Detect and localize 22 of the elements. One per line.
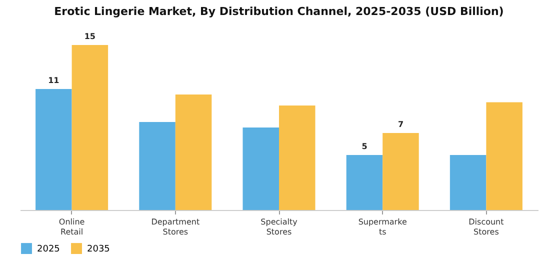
chart-title: Erotic Lingerie Market, By Distribution Channel, 2025-2035 (USD Billion): [54, 5, 504, 18]
x-tick-label: Supermarke ts: [358, 218, 407, 236]
data-label: 7: [398, 120, 404, 129]
x-tick-label: Discount Stores: [468, 218, 504, 236]
bar: [242, 128, 279, 210]
bar: [486, 102, 522, 210]
bar: [450, 155, 486, 210]
bar: [175, 94, 212, 210]
bar: [382, 133, 419, 210]
legend-label: 2035: [87, 244, 110, 255]
bar: [36, 89, 72, 210]
data-label: 15: [84, 32, 96, 41]
bar: [72, 45, 108, 210]
x-tick-label: Department Stores: [151, 218, 200, 236]
bar: [279, 106, 316, 210]
x-tick-label: Online Retail: [58, 218, 85, 236]
data-label: 5: [362, 142, 368, 151]
x-tick-label: Specialty Stores: [260, 218, 298, 236]
legend-label: 2025: [37, 244, 60, 255]
bar: [139, 122, 176, 210]
data-label: 11: [48, 76, 60, 85]
bar: [346, 155, 383, 210]
